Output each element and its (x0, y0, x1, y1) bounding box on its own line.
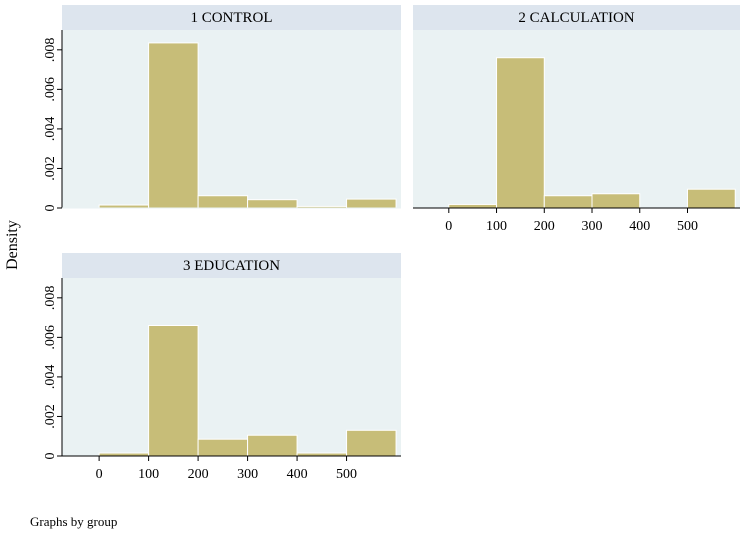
x-tick-label-3-education-5: 500 (336, 467, 357, 482)
bar-3-education-100 (148, 325, 199, 457)
y-tick-label-3-education-0: 0 (43, 453, 58, 460)
panel-title-2-calculation: 2 CALCULATION (518, 10, 634, 26)
y-tick-label-1-control-1: .002 (43, 156, 58, 181)
bar-1-control-200 (197, 195, 249, 209)
y-tick-label-1-control-0: 0 (43, 205, 58, 212)
bar-2-calculation-300 (591, 193, 641, 209)
y-tick-label-3-education-2: .004 (43, 365, 58, 390)
y-tick-label-3-education-4: .008 (43, 286, 58, 311)
graphs-by-note: Graphs by group (30, 514, 118, 529)
x-tick-label-3-education-0: 0 (96, 467, 103, 482)
x-tick-label-3-education-2: 200 (188, 467, 209, 482)
y-tick-label-1-control-4: .008 (43, 38, 58, 63)
x-tick-label-3-education-1: 100 (138, 467, 159, 482)
y-tick-label-3-education-1: .002 (43, 404, 58, 429)
bar-1-control-100 (148, 42, 199, 209)
plot-area-3-education (62, 278, 401, 456)
x-tick-label-2-calculation-1: 100 (486, 219, 507, 234)
x-tick-label-2-calculation-3: 300 (582, 219, 603, 234)
panel-header-1-control (62, 5, 401, 30)
plot-area-1-control (62, 30, 401, 208)
panel-header-2-calculation (413, 5, 740, 30)
bar-2-calculation-100 (496, 57, 545, 209)
bar-2-calculation-0 (448, 203, 498, 209)
bar-3-education-500 (346, 429, 397, 457)
y-axis-title: Density (4, 220, 21, 270)
bar-2-calculation-500 (686, 188, 736, 209)
bar-3-education-200 (197, 438, 249, 457)
bar-3-education-300 (247, 434, 298, 457)
x-tick-label-3-education-3: 300 (237, 467, 258, 482)
x-tick-label-2-calculation-2: 200 (534, 219, 555, 234)
panel-title-1-control: 1 CONTROL (190, 10, 272, 26)
bar-1-control-500 (346, 198, 397, 209)
x-tick-label-2-calculation-0: 0 (445, 219, 452, 234)
bar-1-control-300 (247, 199, 298, 209)
plot-area-2-calculation (413, 30, 740, 208)
x-tick-label-2-calculation-5: 500 (677, 219, 698, 234)
bar-2-calculation-200 (543, 195, 593, 209)
x-tick-label-2-calculation-4: 400 (629, 219, 650, 234)
y-tick-label-1-control-3: .006 (43, 77, 58, 102)
panel-header-3-education (62, 253, 401, 278)
panel-title-3-education: 3 EDUCATION (183, 258, 280, 274)
y-tick-label-3-education-3: .006 (43, 325, 58, 350)
y-tick-label-1-control-2: .004 (43, 117, 58, 142)
x-tick-label-3-education-4: 400 (287, 467, 308, 482)
